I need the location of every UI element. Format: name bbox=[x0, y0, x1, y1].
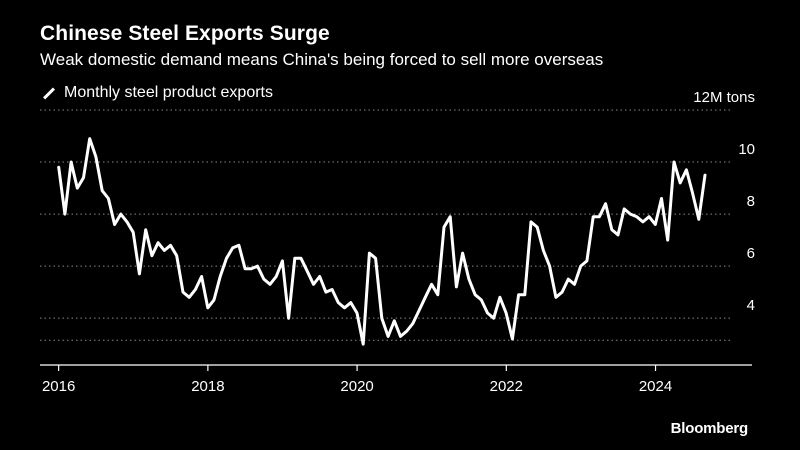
grid-layer bbox=[40, 109, 732, 341]
chart-title: Chinese Steel Exports Surge bbox=[40, 22, 330, 45]
legend: Monthly steel product exports bbox=[42, 84, 273, 102]
series-line-steel-exports bbox=[57, 137, 707, 346]
x-tick-label: 2018 bbox=[191, 378, 224, 395]
x-tick-label: 2024 bbox=[639, 378, 672, 395]
chart-subtitle: Weak domestic demand means China's being… bbox=[40, 50, 604, 69]
y-tick-label: 4 bbox=[747, 297, 755, 314]
axis-layer bbox=[40, 364, 752, 371]
y-tick-label: 10 bbox=[738, 141, 755, 158]
x-tick-label: 2016 bbox=[42, 378, 75, 395]
x-tick-label: 2020 bbox=[340, 378, 373, 395]
y-tick-label: 6 bbox=[747, 245, 755, 262]
bloomberg-logo: Bloomberg bbox=[670, 420, 749, 437]
y-axis-unit-label: 12M tons bbox=[693, 89, 755, 106]
x-tick-label: 2022 bbox=[490, 378, 523, 395]
series-layer bbox=[57, 137, 707, 346]
y-tick-label: 8 bbox=[747, 193, 755, 210]
legend-label: Monthly steel product exports bbox=[64, 84, 273, 101]
label-layer: 12M tons 4 6 8 10 2016 2018 2020 2022 2024 bbox=[42, 89, 755, 395]
